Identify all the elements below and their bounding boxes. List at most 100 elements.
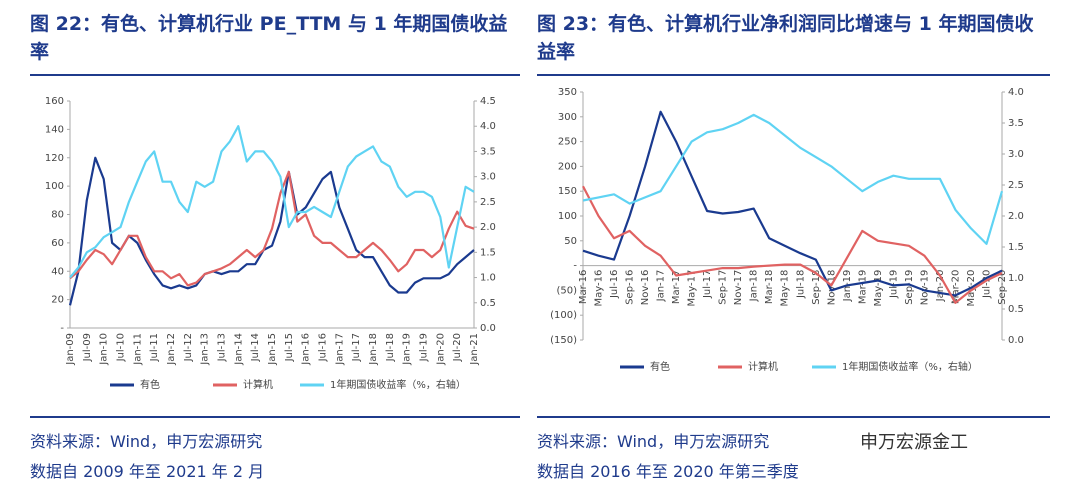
- y-tick-label: 60: [51, 238, 64, 249]
- x-tick-label: Sep-20: [997, 270, 1008, 305]
- watermark: 申万宏源金工: [860, 432, 968, 453]
- x-tick-label: Nov-18: [826, 270, 837, 306]
- x-tick-label: Jul-16: [318, 333, 329, 362]
- x-tick-label: Jul-20: [452, 333, 463, 362]
- x-tick-label: Jul-12: [183, 333, 194, 362]
- y-tick-label: 200: [558, 161, 577, 172]
- x-tick-label: Jan-21: [469, 333, 480, 366]
- x-tick-label: Nov-17: [733, 270, 744, 306]
- series-line: [582, 185, 1003, 304]
- note: 数据自 2016 年至 2020 年第三季度: [537, 462, 799, 481]
- x-tick-label: Sep-16: [625, 270, 636, 305]
- y2-tick-label: 0.0: [480, 323, 496, 334]
- series-line: [582, 110, 1003, 297]
- x-tick-label: Nov-19: [919, 270, 930, 306]
- x-tick-label: Jul-15: [284, 333, 295, 362]
- x-tick-label: Mar-20: [950, 270, 961, 305]
- x-tick-label: Jul-10: [116, 333, 127, 362]
- series-line: [69, 125, 475, 279]
- x-tick-label: Sep-19: [904, 270, 915, 305]
- legend-label: 计算机: [748, 360, 778, 373]
- x-tick-label: Nov-16: [640, 270, 651, 306]
- x-tick-label: Jan-14: [233, 333, 244, 366]
- y-tick-label: 20: [51, 295, 64, 306]
- x-tick-label: May-17: [687, 270, 698, 307]
- x-tick-label: Jan-11: [132, 333, 143, 366]
- title-rule: [537, 74, 1050, 76]
- y-tick-label: 80: [51, 210, 64, 221]
- x-tick-label: Jan-18: [368, 333, 379, 366]
- y-tick-label: 300: [558, 112, 577, 123]
- x-tick-label: Jul-09: [82, 333, 93, 362]
- x-tick-label: Jul-18: [795, 270, 806, 299]
- y-tick-label: 160: [45, 96, 64, 107]
- legend-label: 1年期国债收益率（%，右轴）: [330, 378, 466, 391]
- chart-title: 图 22：有色、计算机行业 PE_TTM 与 1 年期国债收益率: [30, 13, 508, 63]
- y-tick-label: 140: [45, 124, 64, 135]
- x-tick-label: Mar-17: [671, 270, 682, 305]
- y-tick-label: 100: [558, 211, 577, 222]
- y2-tick-label: 1.5: [1008, 242, 1024, 253]
- legend-label: 计算机: [243, 378, 273, 391]
- y2-tick-label: 1.0: [1008, 273, 1024, 284]
- x-tick-label: Jul-16: [609, 270, 620, 299]
- y-tick-label: 50: [564, 236, 577, 247]
- y2-tick-label: 2.5: [480, 197, 496, 208]
- source: 资料来源：Wind，申万宏源研究: [30, 432, 263, 451]
- x-tick-label: Jan-12: [166, 333, 177, 366]
- x-tick-label: May-18: [780, 270, 791, 307]
- x-tick-label: Jan-19: [402, 333, 413, 366]
- y-tick-label: -: [60, 323, 64, 334]
- legend-label: 有色: [140, 378, 160, 391]
- series-line: [69, 170, 475, 287]
- y2-tick-label: 3.5: [1008, 118, 1024, 129]
- y2-tick-label: 2.5: [1008, 180, 1024, 191]
- x-tick-label: Jan-18: [749, 270, 760, 303]
- footer-rule: [537, 416, 1050, 418]
- x-tick-label: Jul-17: [351, 333, 362, 362]
- y2-tick-label: 1.5: [480, 247, 496, 258]
- y-tick-label: 350: [558, 87, 577, 98]
- y-tick-label: 150: [558, 186, 577, 197]
- y2-tick-label: 1.0: [480, 273, 496, 284]
- x-tick-label: May-16: [594, 270, 605, 307]
- y-tick-label: (50): [556, 285, 577, 296]
- chart-title: 图 23：有色、计算机行业净利润同比增速与 1 年期国债收益率: [537, 13, 1034, 63]
- series-line: [582, 113, 1004, 245]
- y-tick-label: (100): [550, 310, 577, 321]
- x-tick-label: Jan-15: [267, 333, 278, 366]
- x-tick-label: Sep-18: [811, 270, 822, 305]
- x-tick-label: Jan-17: [334, 333, 345, 366]
- note: 数据自 2009 年至 2021 年 2 月: [30, 462, 265, 481]
- title-rule: [30, 74, 520, 76]
- y-tick-label: 120: [45, 153, 64, 164]
- legend-label: 有色: [650, 360, 670, 373]
- y-tick-label: 40: [51, 266, 64, 277]
- x-tick-label: Jan-20: [935, 270, 946, 303]
- x-tick-label: Jul-11: [149, 333, 160, 362]
- x-tick-label: Jul-17: [702, 270, 713, 299]
- y-tick-label: 100: [45, 181, 64, 192]
- x-tick-label: Jan-13: [200, 333, 211, 366]
- x-tick-label: Jul-20: [981, 270, 992, 299]
- y-tick-label: 250: [558, 137, 577, 148]
- y2-tick-label: 3.0: [480, 172, 496, 183]
- y2-tick-label: 2.0: [1008, 211, 1024, 222]
- source: 资料来源：Wind，申万宏源研究: [537, 432, 770, 451]
- x-tick-label: Jan-17: [656, 270, 667, 303]
- x-tick-label: Jul-19: [419, 333, 430, 362]
- x-tick-label: Jan-16: [301, 333, 312, 366]
- x-tick-label: Sep-17: [718, 270, 729, 305]
- x-tick-label: Jul-13: [217, 333, 228, 362]
- x-tick-label: Jan-10: [99, 333, 110, 366]
- y2-tick-label: 0.5: [480, 298, 496, 309]
- x-tick-label: Mar-19: [857, 270, 868, 305]
- y2-tick-label: 4.0: [1008, 87, 1024, 98]
- y-tick-label: -: [573, 261, 577, 272]
- y2-tick-label: 2.0: [480, 222, 496, 233]
- x-tick-label: Jul-18: [385, 333, 396, 362]
- series-line: [68, 156, 475, 306]
- x-tick-label: Jul-14: [250, 333, 261, 362]
